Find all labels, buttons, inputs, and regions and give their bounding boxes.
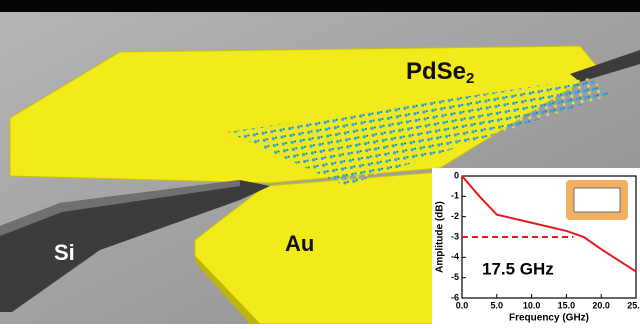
top-bar — [0, 0, 640, 12]
x-tick-label: 25.0 — [627, 300, 640, 310]
y-axis-label: Amplitude (dB) — [435, 201, 446, 273]
x-axis-label: Frequency (GHz) — [509, 313, 589, 324]
annotation: 17.5 GHz — [482, 259, 554, 278]
y-tick-label: -4 — [451, 252, 459, 262]
circuit-icon — [566, 180, 628, 220]
y-tick-label: 0 — [454, 170, 459, 180]
material-label: PdSe2 — [406, 58, 474, 87]
material-subscript: 2 — [466, 70, 474, 87]
probe-label: Si — [54, 240, 75, 265]
material-text: PdSe — [406, 58, 466, 85]
x-tick-label: 10.0 — [523, 300, 541, 310]
x-tick-label: 20.0 — [592, 300, 610, 310]
x-tick-label: 15.0 — [558, 300, 576, 310]
x-tick-label: 5.0 — [491, 300, 504, 310]
y-tick-label: -3 — [451, 231, 459, 241]
electrode-label: Au — [285, 231, 314, 256]
figure: PdSe2 Si Au 0-1-2-3-4-5-60.05.010.015.02… — [0, 0, 640, 324]
x-tick-label: 0.0 — [456, 300, 469, 310]
y-tick-label: -5 — [451, 272, 459, 282]
y-tick-label: -1 — [451, 191, 459, 201]
y-tick-label: -2 — [451, 211, 459, 221]
